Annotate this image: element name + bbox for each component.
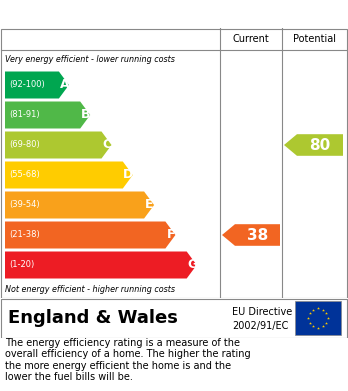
Text: 38: 38: [247, 228, 268, 242]
Polygon shape: [284, 134, 343, 156]
Text: EU Directive: EU Directive: [232, 307, 292, 317]
Text: (55-68): (55-68): [9, 170, 40, 179]
Text: Energy Efficiency Rating: Energy Efficiency Rating: [8, 7, 218, 22]
Text: C: C: [102, 138, 112, 151]
Text: (1-20): (1-20): [9, 260, 34, 269]
Text: 2002/91/EC: 2002/91/EC: [232, 321, 288, 331]
Polygon shape: [5, 221, 175, 249]
Text: D: D: [123, 169, 133, 181]
Text: A: A: [60, 79, 69, 91]
Bar: [295, 301, 341, 335]
Text: Current: Current: [232, 34, 269, 44]
Text: E: E: [145, 199, 154, 212]
Text: Potential: Potential: [293, 34, 336, 44]
Text: 80: 80: [309, 138, 331, 152]
Text: B: B: [81, 108, 90, 122]
Polygon shape: [5, 192, 154, 219]
Polygon shape: [5, 251, 197, 278]
Polygon shape: [5, 131, 111, 158]
Polygon shape: [5, 161, 133, 188]
Text: (69-80): (69-80): [9, 140, 40, 149]
Text: lower the fuel bills will be.: lower the fuel bills will be.: [5, 372, 133, 382]
Text: G: G: [187, 258, 197, 271]
Text: The energy efficiency rating is a measure of the: The energy efficiency rating is a measur…: [5, 338, 240, 348]
Text: (81-91): (81-91): [9, 111, 40, 120]
Text: overall efficiency of a home. The higher the rating: overall efficiency of a home. The higher…: [5, 349, 251, 359]
Text: (21-38): (21-38): [9, 231, 40, 240]
Text: Not energy efficient - higher running costs: Not energy efficient - higher running co…: [5, 285, 175, 294]
Polygon shape: [5, 72, 69, 99]
Text: (92-100): (92-100): [9, 81, 45, 90]
Text: England & Wales: England & Wales: [8, 309, 178, 327]
Polygon shape: [222, 224, 280, 246]
Polygon shape: [5, 102, 90, 129]
Text: the more energy efficient the home is and the: the more energy efficient the home is an…: [5, 361, 231, 371]
Text: (39-54): (39-54): [9, 201, 40, 210]
Text: Very energy efficient - lower running costs: Very energy efficient - lower running co…: [5, 56, 175, 65]
Text: F: F: [167, 228, 175, 242]
